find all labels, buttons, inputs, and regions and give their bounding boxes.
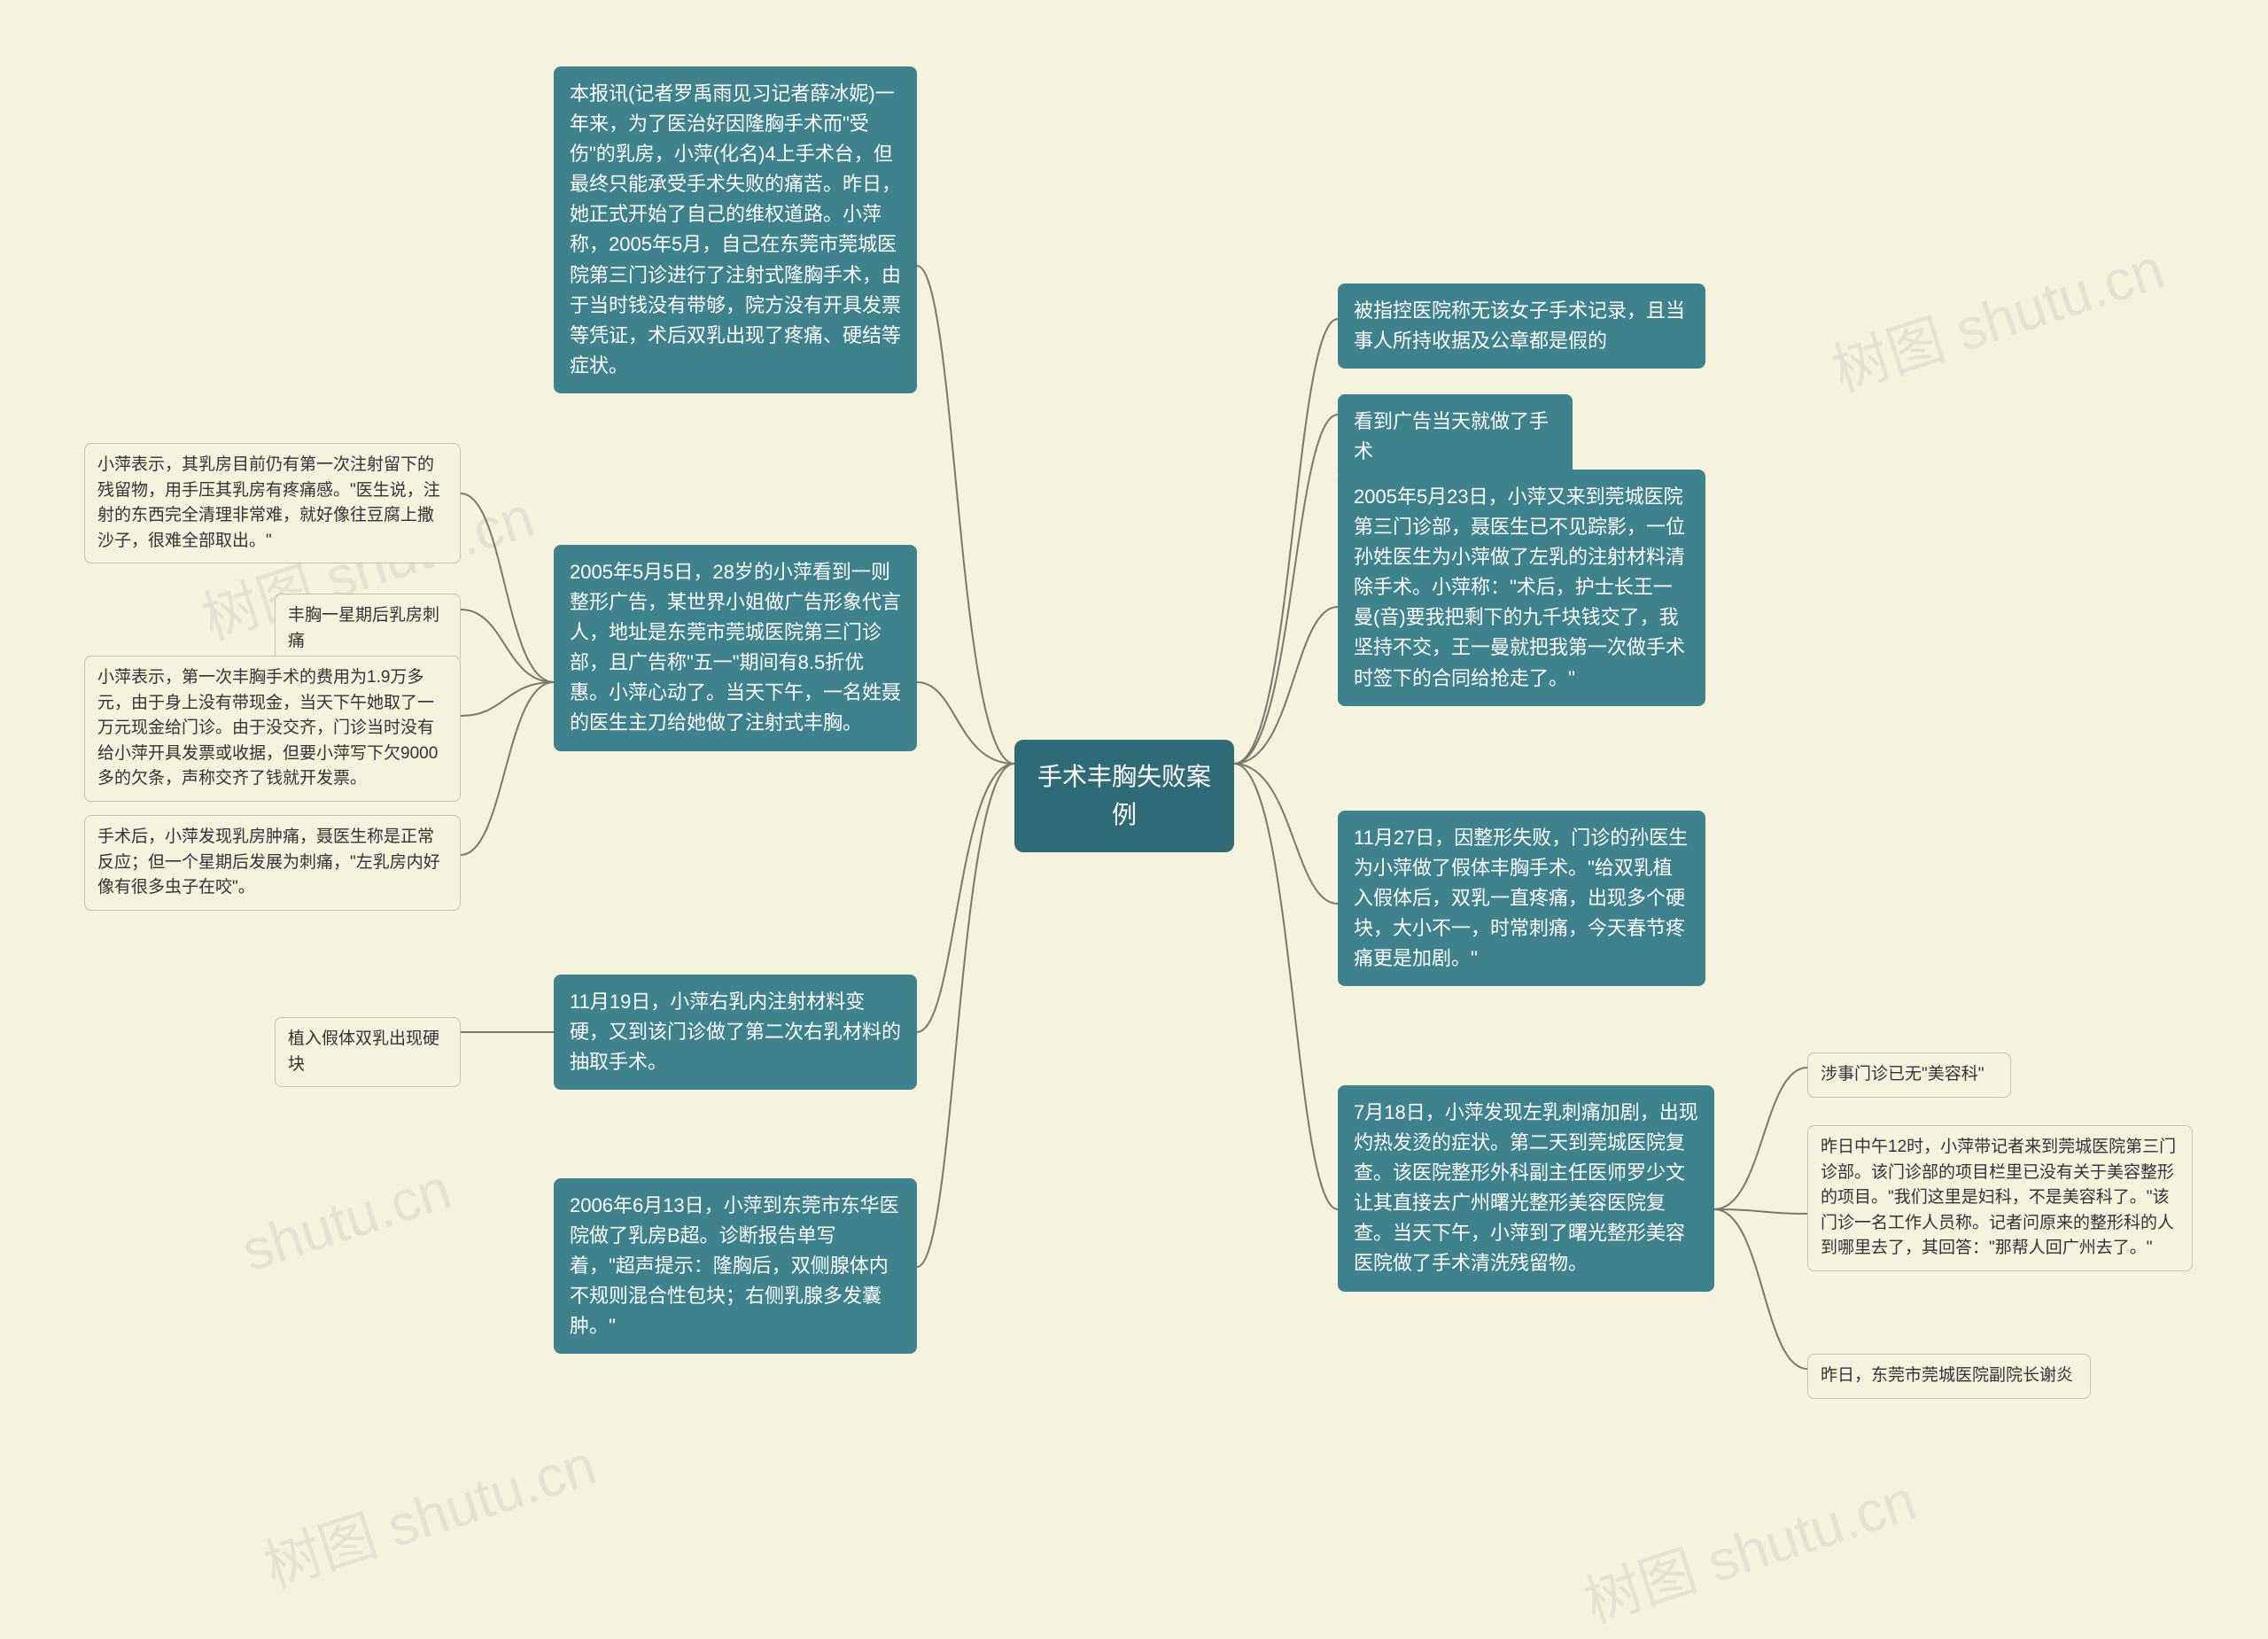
right-node-4[interactable]: 11月27日，因整形失败，门诊的孙医生为小萍做了假体丰胸手术。"给双乳植入假体后… [1338,811,1705,986]
right-leaf-5-3[interactable]: 昨日，东莞市莞城医院副院长谢炎 [1807,1354,2091,1399]
left-node-1-text: 本报讯(记者罗禹雨见习记者薛冰妮)一年来，为了医治好因隆胸手术而"受伤"的乳房，… [570,82,901,377]
right-node-1-text: 被指控医院称无该女子手术记录，且当事人所持收据及公章都是假的 [1354,299,1685,352]
right-node-2-text: 看到广告当天就做了手术 [1354,410,1549,462]
watermark: 树图 shutu.cn [1573,1455,1924,1638]
right-leaf-5-1[interactable]: 涉事门诊已无"美容科" [1807,1053,2011,1098]
left-node-4[interactable]: 2006年6月13日，小萍到东莞市东华医院做了乳房B超。诊断报告单写着，"超声提… [554,1178,917,1354]
right-node-5-text: 7月18日，小萍发现左乳刺痛加剧，出现灼热发烫的症状。第二天到莞城医院复查。该医… [1354,1101,1698,1274]
left-node-4-text: 2006年6月13日，小萍到东莞市东华医院做了乳房B超。诊断报告单写着，"超声提… [570,1194,899,1337]
left-leaf-3-1-text: 植入假体双乳出现硬块 [288,1029,439,1074]
left-node-3[interactable]: 11月19日，小萍右乳内注射材料变硬，又到该门诊做了第二次右乳材料的抽取手术。 [554,975,917,1090]
center-label: 手术丰胸失败案例 [1037,763,1211,828]
right-leaf-5-3-text: 昨日，东莞市莞城医院副院长谢炎 [1821,1366,2073,1385]
left-leaf-3-1[interactable]: 植入假体双乳出现硬块 [275,1017,461,1087]
right-node-1[interactable]: 被指控医院称无该女子手术记录，且当事人所持收据及公章都是假的 [1338,284,1705,369]
watermark: shutu.cn [234,1155,458,1284]
watermark: 树图 shutu.cn [1821,223,2172,407]
right-node-2[interactable]: 看到广告当天就做了手术 [1338,394,1573,479]
left-node-1[interactable]: 本报讯(记者罗禹雨见习记者薛冰妮)一年来，为了医治好因隆胸手术而"受伤"的乳房，… [554,66,917,393]
left-leaf-2-1-text: 小萍表示，其乳房目前仍有第一次注射留下的残留物，用手压其乳房有疼痛感。"医生说，… [97,455,440,550]
center-node[interactable]: 手术丰胸失败案例 [1014,740,1234,852]
right-node-3[interactable]: 2005年5月23日，小萍又来到莞城医院第三门诊部，聂医生已不见踪影，一位孙姓医… [1338,470,1705,706]
left-leaf-2-4[interactable]: 手术后，小萍发现乳房肿痛，聂医生称是正常反应；但一个星期后发展为刺痛，"左乳房内… [84,815,461,911]
right-leaf-5-2[interactable]: 昨日中午12时，小萍带记者来到莞城医院第三门诊部。该门诊部的项目栏里已没有关于美… [1807,1125,2193,1271]
left-leaf-2-2-text: 丰胸一星期后乳房刺痛 [288,606,439,650]
right-node-4-text: 11月27日，因整形失败，门诊的孙医生为小萍做了假体丰胸手术。"给双乳植入假体后… [1354,827,1688,969]
left-leaf-2-4-text: 手术后，小萍发现乳房肿痛，聂医生称是正常反应；但一个星期后发展为刺痛，"左乳房内… [97,827,440,897]
watermark: 树图 shutu.cn [252,1419,604,1603]
right-leaf-5-1-text: 涉事门诊已无"美容科" [1821,1065,1984,1084]
left-node-2-text: 2005年5月5日，28岁的小萍看到一则整形广告，某世界小姐做广告形象代言人，地… [570,561,901,734]
left-node-3-text: 11月19日，小萍右乳内注射材料变硬，又到该门诊做了第二次右乳材料的抽取手术。 [570,990,901,1073]
left-leaf-2-2[interactable]: 丰胸一星期后乳房刺痛 [275,594,461,664]
left-leaf-2-3[interactable]: 小萍表示，第一次丰胸手术的费用为1.9万多元，由于身上没有带现金，当天下午她取了… [84,656,461,802]
right-leaf-5-2-text: 昨日中午12时，小萍带记者来到莞城医院第三门诊部。该门诊部的项目栏里已没有关于美… [1821,1138,2176,1257]
left-node-2[interactable]: 2005年5月5日，28岁的小萍看到一则整形广告，某世界小姐做广告形象代言人，地… [554,545,917,751]
left-leaf-2-1[interactable]: 小萍表示，其乳房目前仍有第一次注射留下的残留物，用手压其乳房有疼痛感。"医生说，… [84,443,461,563]
left-leaf-2-3-text: 小萍表示，第一次丰胸手术的费用为1.9万多元，由于身上没有带现金，当天下午她取了… [97,668,438,788]
right-node-5[interactable]: 7月18日，小萍发现左乳刺痛加剧，出现灼热发烫的症状。第二天到莞城医院复查。该医… [1338,1085,1714,1292]
right-node-3-text: 2005年5月23日，小萍又来到莞城医院第三门诊部，聂医生已不见踪影，一位孙姓医… [1354,485,1685,689]
